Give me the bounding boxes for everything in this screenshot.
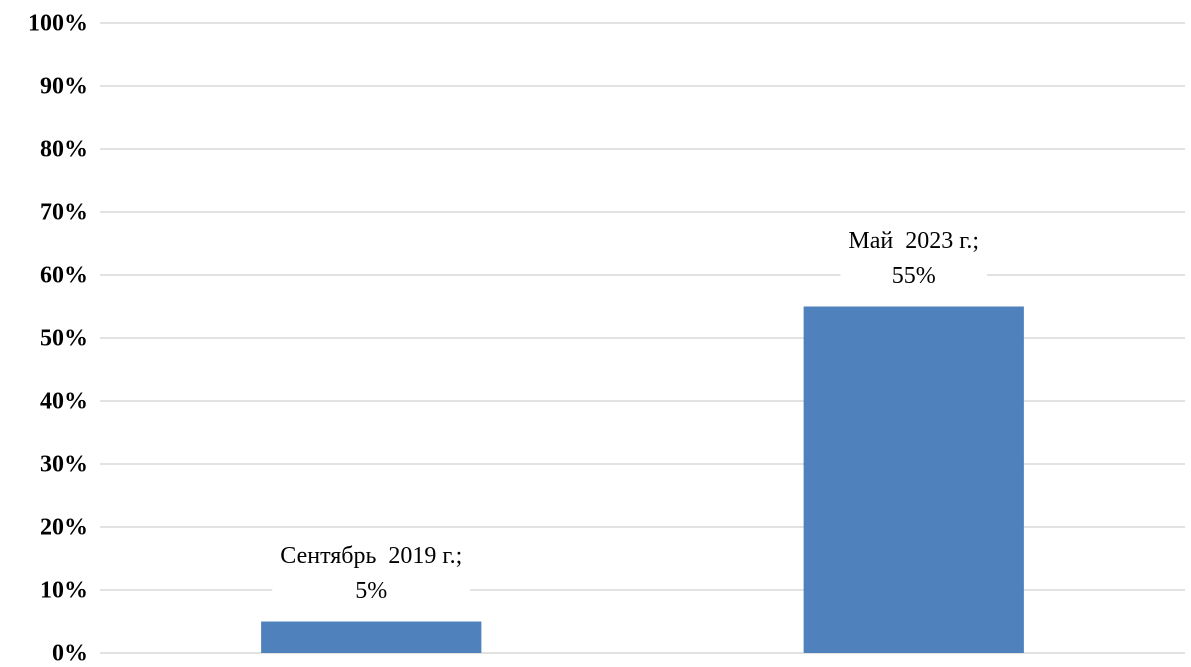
y-tick-label: 100% [28, 11, 88, 37]
y-tick-label: 10% [40, 578, 88, 604]
y-tick-label: 20% [40, 515, 88, 541]
y-tick-label: 90% [40, 74, 88, 100]
data-label-value: 5% [355, 578, 387, 604]
y-tick-label: 80% [40, 137, 88, 163]
y-tick-label: 60% [40, 263, 88, 289]
y-tick-label: 30% [40, 452, 88, 478]
data-label-category: Май 2023 г.; [848, 228, 979, 254]
y-tick-label: 70% [40, 200, 88, 226]
data-label-category: Сентябрь 2019 г.; [280, 543, 462, 569]
data-label-value: 55% [892, 263, 936, 289]
bar [803, 306, 1024, 653]
y-tick-label: 40% [40, 389, 88, 415]
data-label-background [272, 539, 471, 609]
data-label-background [840, 224, 988, 294]
y-tick-label: 0% [52, 641, 88, 667]
y-tick-label: 50% [40, 326, 88, 352]
bar [261, 621, 482, 653]
